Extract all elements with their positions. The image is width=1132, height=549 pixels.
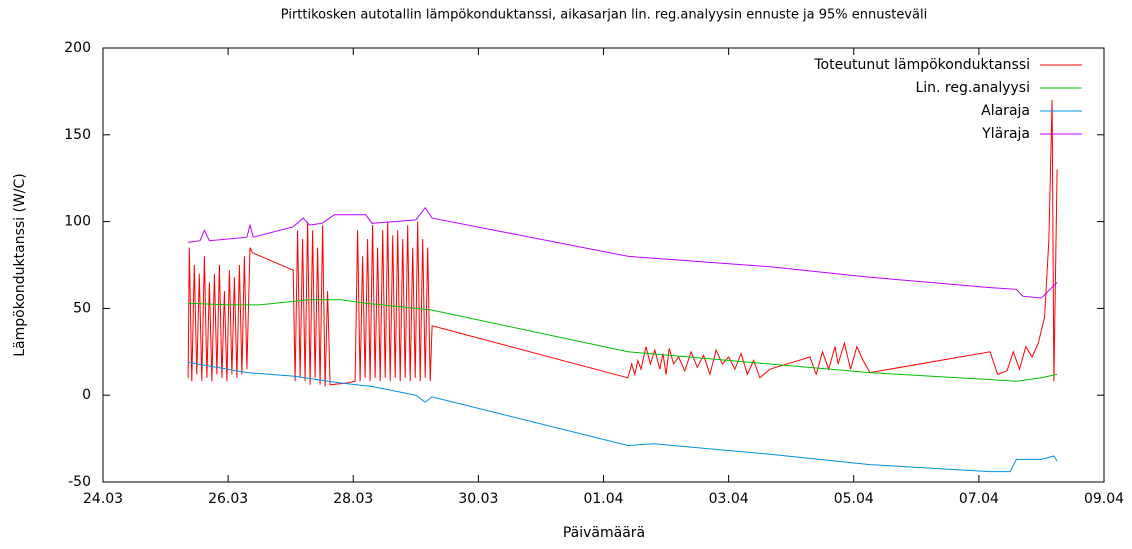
x-tick-label: 28.03 xyxy=(333,491,373,507)
x-tick-label: 09.04 xyxy=(1084,491,1124,507)
x-tick-label: 07.04 xyxy=(959,491,999,507)
series-line xyxy=(188,299,1058,382)
x-tick-label: 01.04 xyxy=(583,491,623,507)
y-tick-label: 0 xyxy=(82,387,91,403)
series-line xyxy=(188,206,1058,299)
legend-label: Alaraja xyxy=(981,103,1030,119)
y-tick-label: 150 xyxy=(64,127,91,143)
series-line xyxy=(188,361,1058,473)
plot-frame xyxy=(102,47,1105,483)
y-tick-label: 100 xyxy=(64,214,91,230)
series-line xyxy=(187,100,1058,387)
x-tick-label: 26.03 xyxy=(208,491,248,507)
x-tick-label: 05.04 xyxy=(834,491,874,507)
legend-label: Toteutunut lämpökonduktanssi xyxy=(813,57,1030,73)
x-axis-label: Päivämäärä xyxy=(563,525,645,541)
legend-label: Yläraja xyxy=(981,126,1030,142)
y-tick-label: -50 xyxy=(68,474,91,490)
x-tick-label: 03.04 xyxy=(709,491,749,507)
chart-title: Pirttikosken autotallin lämpökonduktanss… xyxy=(281,8,927,23)
y-tick-label: 200 xyxy=(64,40,91,56)
legend-label: Lin. reg.analyysi xyxy=(915,80,1030,96)
x-tick-label: 24.03 xyxy=(83,491,123,507)
y-axis-label: Lämpökonduktanssi (W/C) xyxy=(12,173,28,357)
x-tick-label: 30.03 xyxy=(458,491,498,507)
y-tick-label: 50 xyxy=(73,300,91,316)
